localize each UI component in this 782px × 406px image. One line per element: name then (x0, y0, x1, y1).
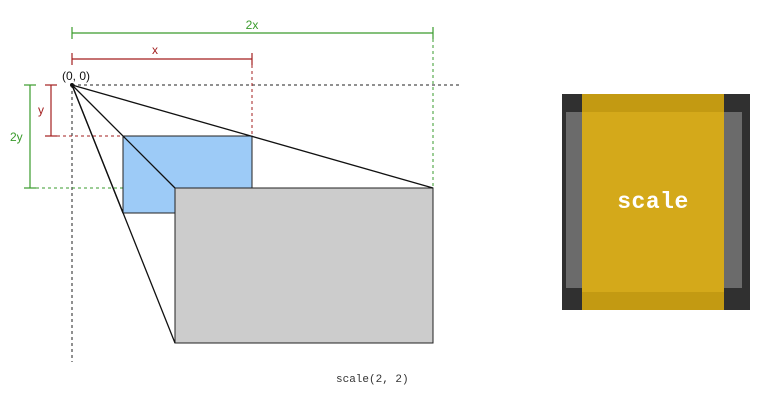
projection-line-top-right (71, 84, 434, 189)
scale-icon-gold-panel (582, 94, 724, 310)
scale-icon-gold-band-bottom (582, 292, 724, 310)
two-y-label: 2y (10, 130, 23, 144)
two-x-label: 2x (246, 18, 259, 32)
transform-caption: scale(2, 2) (336, 374, 409, 386)
scale-diagram: 2x x (0, 0) y 2y scale(2, 2) (10, 18, 460, 386)
x-label: x (152, 43, 158, 57)
y-label: y (38, 103, 44, 117)
origin-point (70, 83, 74, 87)
projection-line-bottom-left (71, 84, 176, 344)
scaled-rectangle (174, 187, 434, 344)
scale-icon-gold-band-top (582, 94, 724, 112)
scale-icon: scale (562, 94, 750, 310)
origin-label: (0, 0) (62, 69, 90, 83)
scale-icon-label: scale (617, 189, 689, 215)
projection-line-top-left (71, 84, 176, 189)
